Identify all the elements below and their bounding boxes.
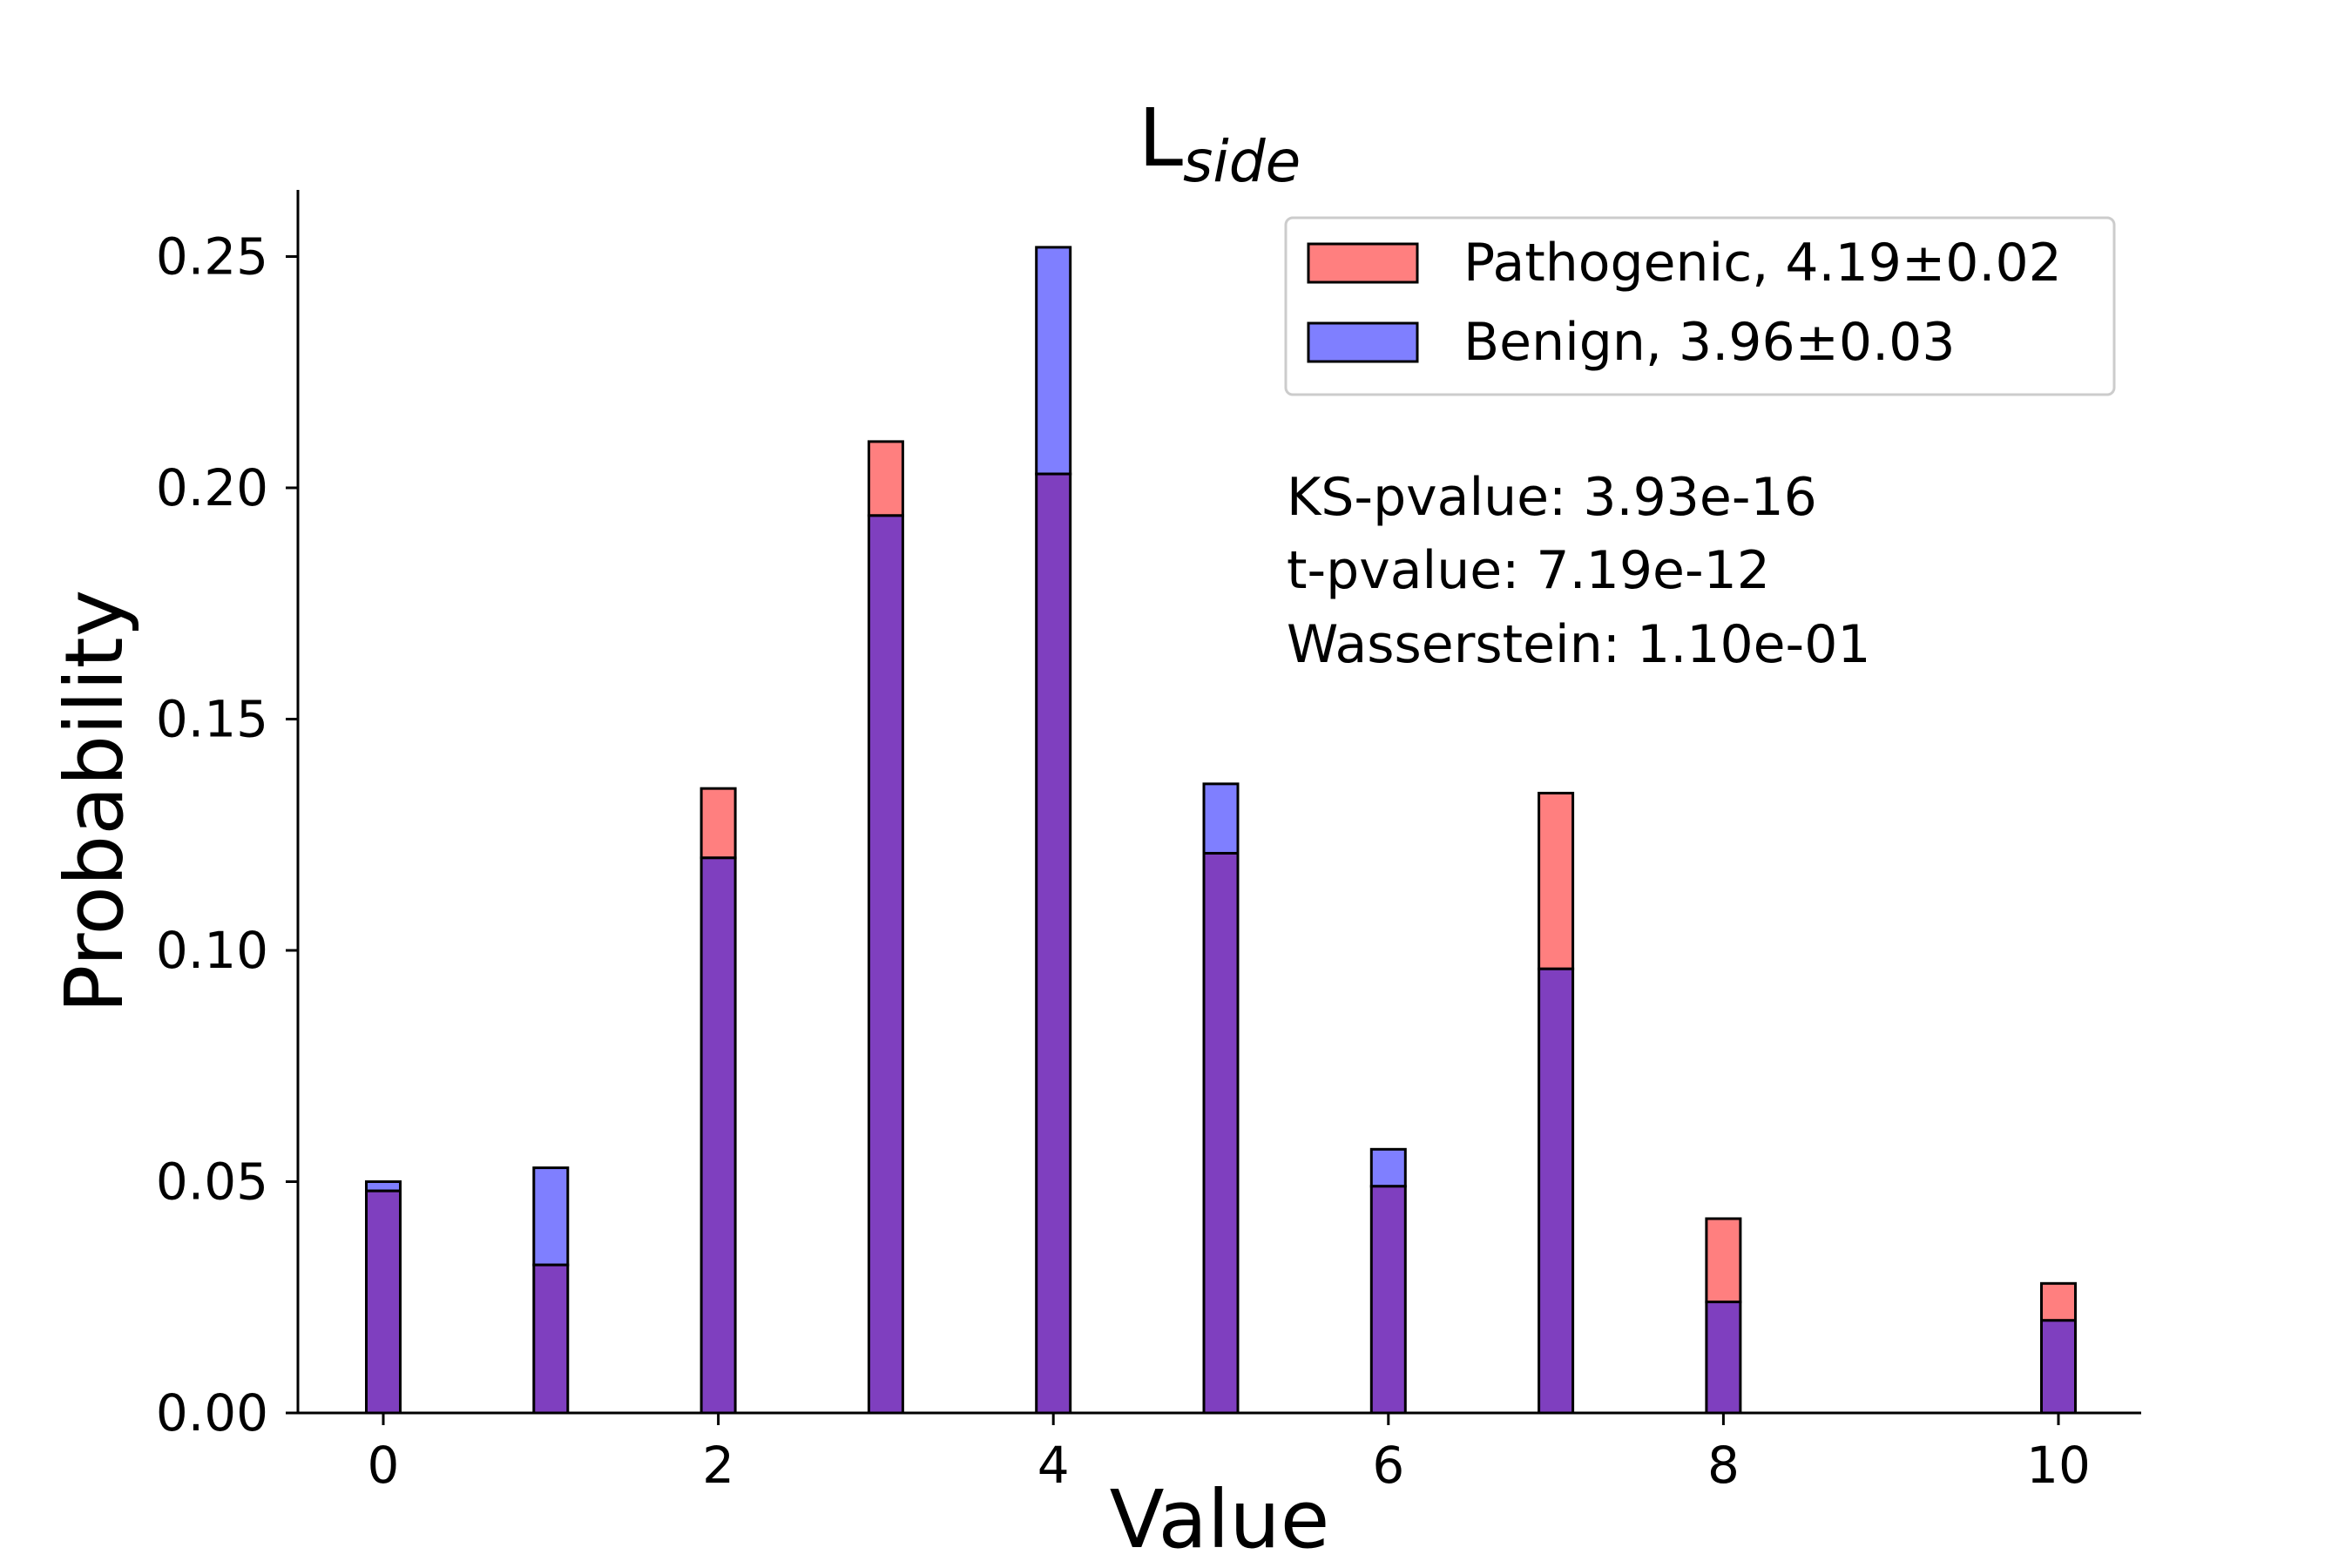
bar-pathogenic-excess-2: [700, 787, 737, 860]
chart-title-subscript: side: [1183, 128, 1301, 195]
bar-pathogenic-excess-8: [1705, 1217, 1742, 1304]
bar-benign-excess-0: [365, 1180, 402, 1193]
bar-pathogenic-excess-10: [2040, 1281, 2077, 1322]
legend-swatch-benign: [1307, 321, 1419, 363]
y-tick-label-0.05: 0.05: [156, 1152, 268, 1212]
x-tick-label-2: 2: [702, 1436, 734, 1495]
bar-overlap-5: [1202, 851, 1240, 1415]
legend-frame: [1284, 216, 2116, 396]
bar-benign-excess-1: [532, 1166, 570, 1267]
y-tick-label-0.15: 0.15: [156, 690, 268, 749]
x-tick-label-10: 10: [2026, 1436, 2091, 1495]
bar-pathogenic-excess-3: [867, 440, 904, 517]
legend-label-pathogenic: Pathogenic, 4.19±0.02: [1463, 233, 2062, 294]
bar-overlap-3: [867, 514, 904, 1415]
y-ticks: 0.00 0.05 0.10 0.15 0.20 0.25: [156, 227, 298, 1443]
annotation-ks-pvalue: KS-pvalue: 3.93e-16: [1287, 467, 1817, 528]
annotation-wasserstein: Wasserstein: 1.10e-01: [1287, 614, 1871, 675]
bar-overlap-2: [700, 856, 737, 1415]
bar-overlap-10: [2040, 1319, 2077, 1415]
x-tick-label-4: 4: [1037, 1436, 1070, 1495]
y-tick-label-0.00: 0.00: [156, 1383, 268, 1443]
annotation-t-pvalue: t-pvalue: 7.19e-12: [1287, 540, 1770, 601]
x-axis-label: Value: [1110, 1473, 1330, 1566]
chart-title-main: L: [1139, 91, 1183, 185]
legend-swatch-pathogenic: [1307, 242, 1419, 284]
y-tick-label-0.25: 0.25: [156, 227, 268, 287]
bar-benign-excess-6: [1369, 1147, 1407, 1188]
bar-pathogenic-excess-7: [1538, 791, 1575, 970]
bar-benign-excess-4: [1035, 246, 1072, 476]
bar-overlap-7: [1538, 967, 1575, 1415]
chart-title: Lside: [1139, 91, 1301, 195]
bar-overlap-0: [365, 1189, 402, 1415]
bar-overlap-8: [1705, 1301, 1742, 1415]
bar-overlap-6: [1369, 1185, 1407, 1415]
y-tick-label-0.10: 0.10: [156, 921, 268, 980]
x-tick-label-0: 0: [368, 1436, 400, 1495]
bar-overlap-1: [532, 1263, 570, 1415]
legend-label-benign: Benign, 3.96±0.03: [1463, 312, 1956, 373]
x-tick-label-6: 6: [1372, 1436, 1404, 1495]
y-axis-label: Probability: [48, 590, 141, 1013]
x-ticks: 0 2 4 6 8 10: [368, 1413, 2091, 1495]
legend: Pathogenic, 4.19±0.02 Benign, 3.96±0.03: [1284, 216, 2116, 396]
y-tick-label-0.20: 0.20: [156, 458, 268, 517]
x-tick-label-8: 8: [1707, 1436, 1740, 1495]
plot-area: [365, 246, 2077, 1415]
bar-overlap-4: [1035, 472, 1072, 1415]
bar-benign-excess-5: [1202, 782, 1240, 855]
